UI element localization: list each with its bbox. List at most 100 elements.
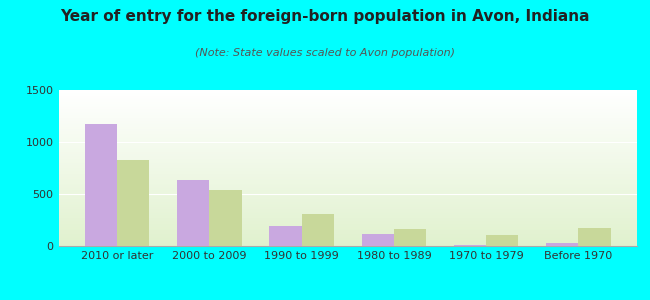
- Bar: [58, 226, 637, 227]
- Bar: [58, 118, 637, 120]
- Bar: [58, 110, 637, 112]
- Bar: [58, 103, 637, 104]
- Bar: [58, 206, 637, 207]
- Bar: [58, 130, 637, 132]
- Bar: [58, 162, 637, 163]
- Bar: [58, 213, 637, 215]
- Bar: [58, 202, 637, 204]
- Bar: [58, 218, 637, 220]
- Bar: [58, 215, 637, 216]
- Bar: [58, 212, 637, 213]
- Bar: [58, 173, 637, 174]
- Bar: [58, 190, 637, 191]
- Bar: [58, 145, 637, 146]
- Bar: [58, 210, 637, 212]
- Bar: [58, 104, 637, 106]
- Bar: [58, 204, 637, 206]
- Bar: [58, 232, 637, 233]
- Bar: [58, 99, 637, 101]
- Bar: [58, 115, 637, 116]
- Text: Year of entry for the foreign-born population in Avon, Indiana: Year of entry for the foreign-born popul…: [60, 9, 590, 24]
- Bar: [58, 129, 637, 130]
- Bar: [58, 221, 637, 223]
- Bar: [58, 96, 637, 98]
- Bar: [58, 198, 637, 199]
- Bar: [58, 233, 637, 235]
- Bar: [58, 171, 637, 173]
- Bar: [486, 235, 519, 246]
- Legend: Avon, Indiana: Avon, Indiana: [269, 296, 426, 300]
- Bar: [58, 177, 637, 179]
- Bar: [578, 228, 611, 246]
- Bar: [209, 190, 242, 246]
- Bar: [58, 151, 637, 152]
- Bar: [58, 109, 637, 110]
- Bar: [58, 157, 637, 159]
- Bar: [117, 160, 150, 246]
- Bar: [58, 135, 637, 137]
- Bar: [58, 155, 637, 157]
- Bar: [58, 140, 637, 142]
- Bar: [58, 169, 637, 171]
- Bar: [58, 230, 637, 232]
- Bar: [58, 124, 637, 126]
- Bar: [58, 98, 637, 99]
- Bar: [58, 143, 637, 145]
- Bar: [58, 238, 637, 240]
- Bar: [58, 241, 637, 243]
- Bar: [58, 188, 637, 190]
- Bar: [58, 235, 637, 237]
- Bar: [58, 112, 637, 113]
- Bar: [58, 201, 637, 202]
- Bar: [58, 174, 637, 176]
- Text: (Note: State values scaled to Avon population): (Note: State values scaled to Avon popul…: [195, 48, 455, 58]
- Bar: [177, 181, 209, 246]
- Bar: [58, 187, 637, 188]
- Bar: [58, 243, 637, 244]
- Bar: [58, 107, 637, 109]
- Bar: [58, 207, 637, 208]
- Bar: [58, 216, 637, 218]
- Bar: [58, 113, 637, 115]
- Bar: [58, 179, 637, 181]
- Bar: [58, 93, 637, 95]
- Bar: [58, 116, 637, 118]
- Bar: [302, 214, 334, 246]
- Bar: [58, 185, 637, 187]
- Bar: [58, 134, 637, 135]
- Bar: [58, 159, 637, 160]
- Bar: [58, 146, 637, 148]
- Bar: [58, 101, 637, 103]
- Bar: [58, 168, 637, 170]
- Bar: [58, 176, 637, 177]
- Bar: [84, 124, 117, 246]
- Bar: [58, 92, 637, 93]
- Bar: [269, 226, 302, 246]
- Bar: [58, 244, 637, 246]
- Bar: [58, 227, 637, 229]
- Bar: [58, 224, 637, 226]
- Bar: [58, 163, 637, 165]
- Bar: [58, 196, 637, 198]
- Bar: [394, 229, 426, 246]
- Bar: [58, 121, 637, 123]
- Bar: [58, 223, 637, 224]
- Bar: [58, 132, 637, 134]
- Bar: [58, 126, 637, 128]
- Bar: [58, 194, 637, 196]
- Bar: [58, 181, 637, 182]
- Bar: [454, 245, 486, 246]
- Bar: [58, 167, 637, 168]
- Bar: [58, 193, 637, 194]
- Bar: [58, 152, 637, 154]
- Bar: [58, 229, 637, 230]
- Bar: [58, 191, 637, 193]
- Bar: [58, 142, 637, 143]
- Bar: [361, 233, 394, 246]
- Bar: [58, 184, 637, 185]
- Bar: [58, 220, 637, 221]
- Bar: [58, 182, 637, 184]
- Bar: [58, 160, 637, 162]
- Bar: [546, 243, 578, 246]
- Bar: [58, 90, 637, 92]
